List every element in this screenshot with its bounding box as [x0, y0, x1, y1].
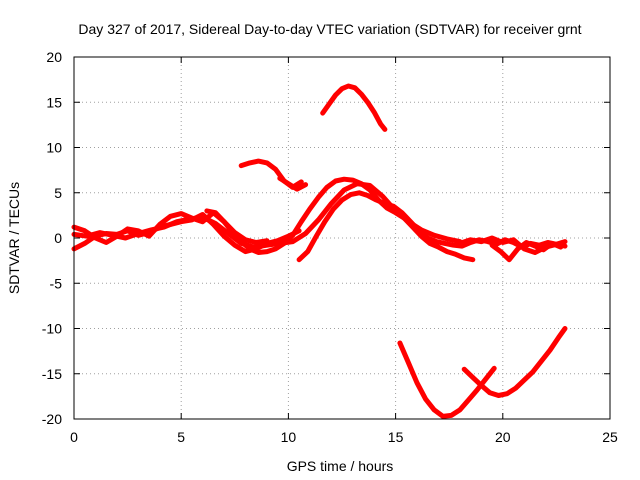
series-trace-d [204, 176, 476, 263]
traces [71, 83, 568, 419]
y-tick-labels: -20 -15 -10 -5 0 5 10 15 20 [42, 49, 62, 427]
x-tick-label: 15 [388, 429, 404, 445]
series-trace-l [461, 326, 568, 398]
y-tick-label: -10 [42, 321, 62, 337]
series-trace-j [320, 83, 388, 132]
y-tick-label: -5 [50, 275, 63, 291]
x-tick-label: 0 [70, 429, 78, 445]
grid [74, 57, 610, 419]
x-tick-label: 20 [495, 429, 511, 445]
y-tick-label: 0 [54, 230, 62, 246]
series-trace-g [489, 240, 564, 263]
x-tick-label: 10 [281, 429, 297, 445]
y-tick-label: 15 [46, 94, 62, 110]
series-trace-k [397, 340, 497, 419]
y-axis-label: SDTVAR / TECUs [6, 182, 22, 294]
x-tick-label: 25 [602, 429, 618, 445]
y-tick-label: 10 [46, 140, 62, 156]
y-tick-label: 5 [54, 185, 62, 201]
x-tick-labels: 0 5 10 15 20 25 [70, 429, 618, 445]
y-tick-label: -15 [42, 366, 62, 382]
chart-title: Day 327 of 2017, Sidereal Day-to-day VTE… [78, 21, 581, 37]
x-axis-label: GPS time / hours [287, 458, 394, 474]
y-tick-label: -20 [42, 411, 62, 427]
y-tick-label: 20 [46, 49, 62, 65]
x-tick-label: 5 [177, 429, 185, 445]
series-trace-i [277, 175, 309, 192]
ticks [73, 56, 611, 420]
